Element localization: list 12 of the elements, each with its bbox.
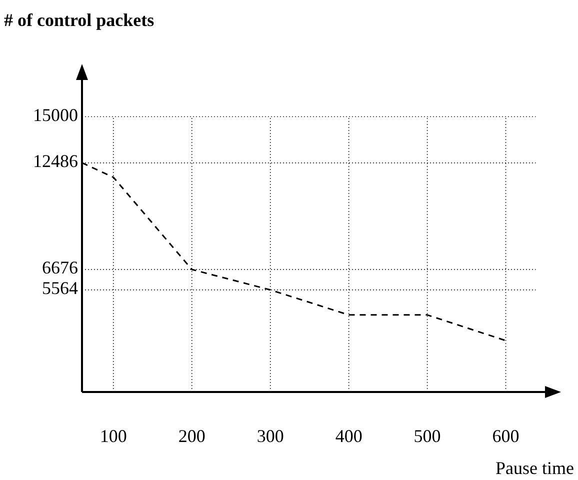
y-axis-title: # of control packets	[4, 10, 154, 30]
y-tick-label: 6676	[42, 258, 78, 278]
y-tick-label: 5564	[42, 278, 78, 298]
x-tick-label: 500	[414, 426, 441, 446]
x-axis-title: Pause time	[496, 458, 574, 478]
x-tick-label: 400	[335, 426, 362, 446]
x-tick-label: 300	[256, 426, 284, 446]
x-tick-label: 600	[492, 426, 520, 446]
x-tick-label: 100	[100, 426, 127, 446]
y-tick-label: 12486	[33, 150, 78, 171]
x-tick-label: 200	[178, 426, 206, 446]
y-tick-label: 15000	[33, 104, 78, 125]
